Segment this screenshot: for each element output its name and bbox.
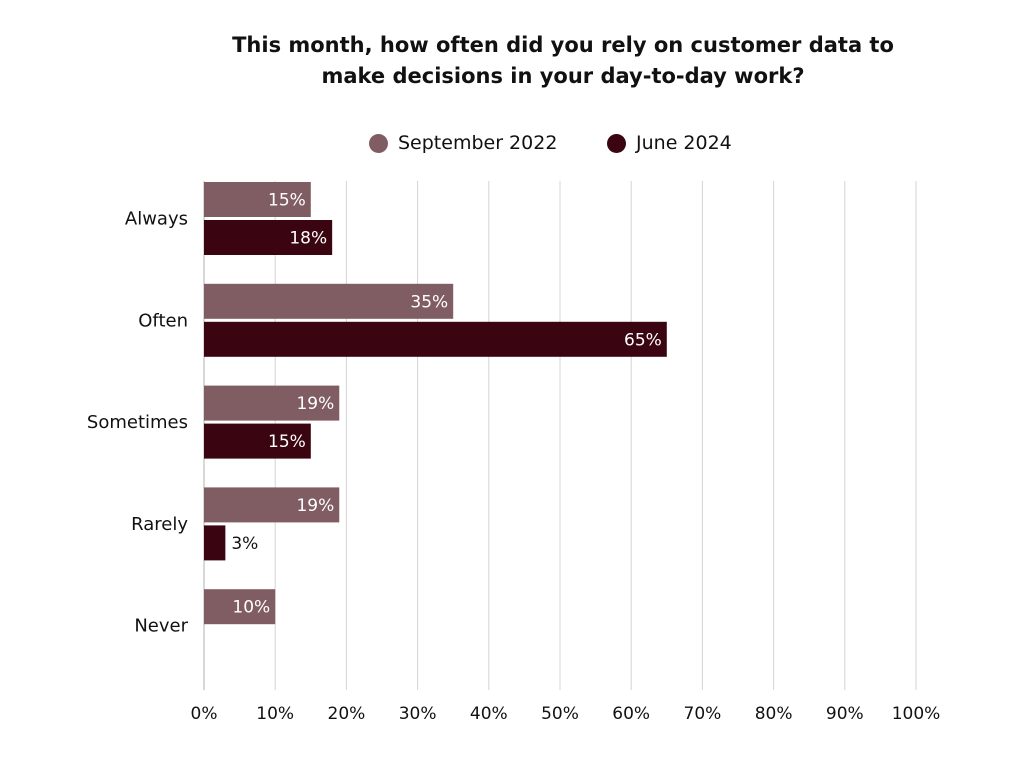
legend: September 2022 June 2024 <box>0 132 1024 158</box>
x-tick-label-0: 0% <box>191 704 218 724</box>
legend-swatch-june-2024 <box>607 133 626 153</box>
x-tick-label-90: 90% <box>826 704 864 724</box>
chart-title: This month, how often did you rely on cu… <box>0 30 1024 92</box>
bar-june-2024-rarely <box>204 525 226 561</box>
bar-september-2022-rarely <box>204 487 340 523</box>
bar-september-2022-never <box>204 589 276 625</box>
legend-label-june-2024: June 2024 <box>636 132 732 154</box>
x-tick-label-60: 60% <box>612 704 650 724</box>
category-label-never: Never <box>134 616 188 637</box>
x-tick-label-40: 40% <box>470 704 508 724</box>
x-tick-label-80: 80% <box>755 704 793 724</box>
x-tick-label-10: 10% <box>256 704 294 724</box>
bar-june-2024-sometimes <box>204 423 311 459</box>
category-label-often: Often <box>138 310 188 331</box>
bar-label-june-2024-often: 65% <box>624 330 662 350</box>
category-label-sometimes: Sometimes <box>87 412 188 433</box>
chart-title-line-2: make decisions in your day-to-day work? <box>321 64 805 88</box>
category-label-always: Always <box>125 209 188 230</box>
legend-item-june-2024: June 2024 <box>607 132 732 154</box>
bar-label-september-2022-never: 10% <box>232 598 270 618</box>
bar-label-june-2024-always: 18% <box>289 229 327 249</box>
x-tick-label-100: 100% <box>892 704 941 724</box>
bar-label-september-2022-often: 35% <box>410 292 448 312</box>
category-label-rarely: Rarely <box>131 514 188 535</box>
bar-label-june-2024-sometimes: 15% <box>268 432 306 452</box>
bar-label-september-2022-rarely: 19% <box>296 496 334 516</box>
legend-swatch-september-2022 <box>369 133 388 153</box>
legend-item-september-2022: September 2022 <box>369 132 557 154</box>
bar-label-september-2022-sometimes: 19% <box>296 394 334 414</box>
bar-june-2024-always <box>204 220 333 255</box>
bar-september-2022-sometimes <box>204 385 340 421</box>
chart-title-line-1: This month, how often did you rely on cu… <box>232 33 894 57</box>
x-tick-label-20: 20% <box>328 704 366 724</box>
bar-june-2024-often <box>204 321 667 357</box>
x-tick-label-30: 30% <box>399 704 437 724</box>
x-tick-label-70: 70% <box>684 704 722 724</box>
bar-september-2022-always <box>204 182 311 217</box>
legend-label-september-2022: September 2022 <box>398 132 558 154</box>
bar-label-june-2024-rarely: 3% <box>231 534 258 554</box>
x-tick-label-50: 50% <box>541 704 579 724</box>
bar-september-2022-often <box>204 283 454 319</box>
bar-label-september-2022-always: 15% <box>268 191 306 211</box>
